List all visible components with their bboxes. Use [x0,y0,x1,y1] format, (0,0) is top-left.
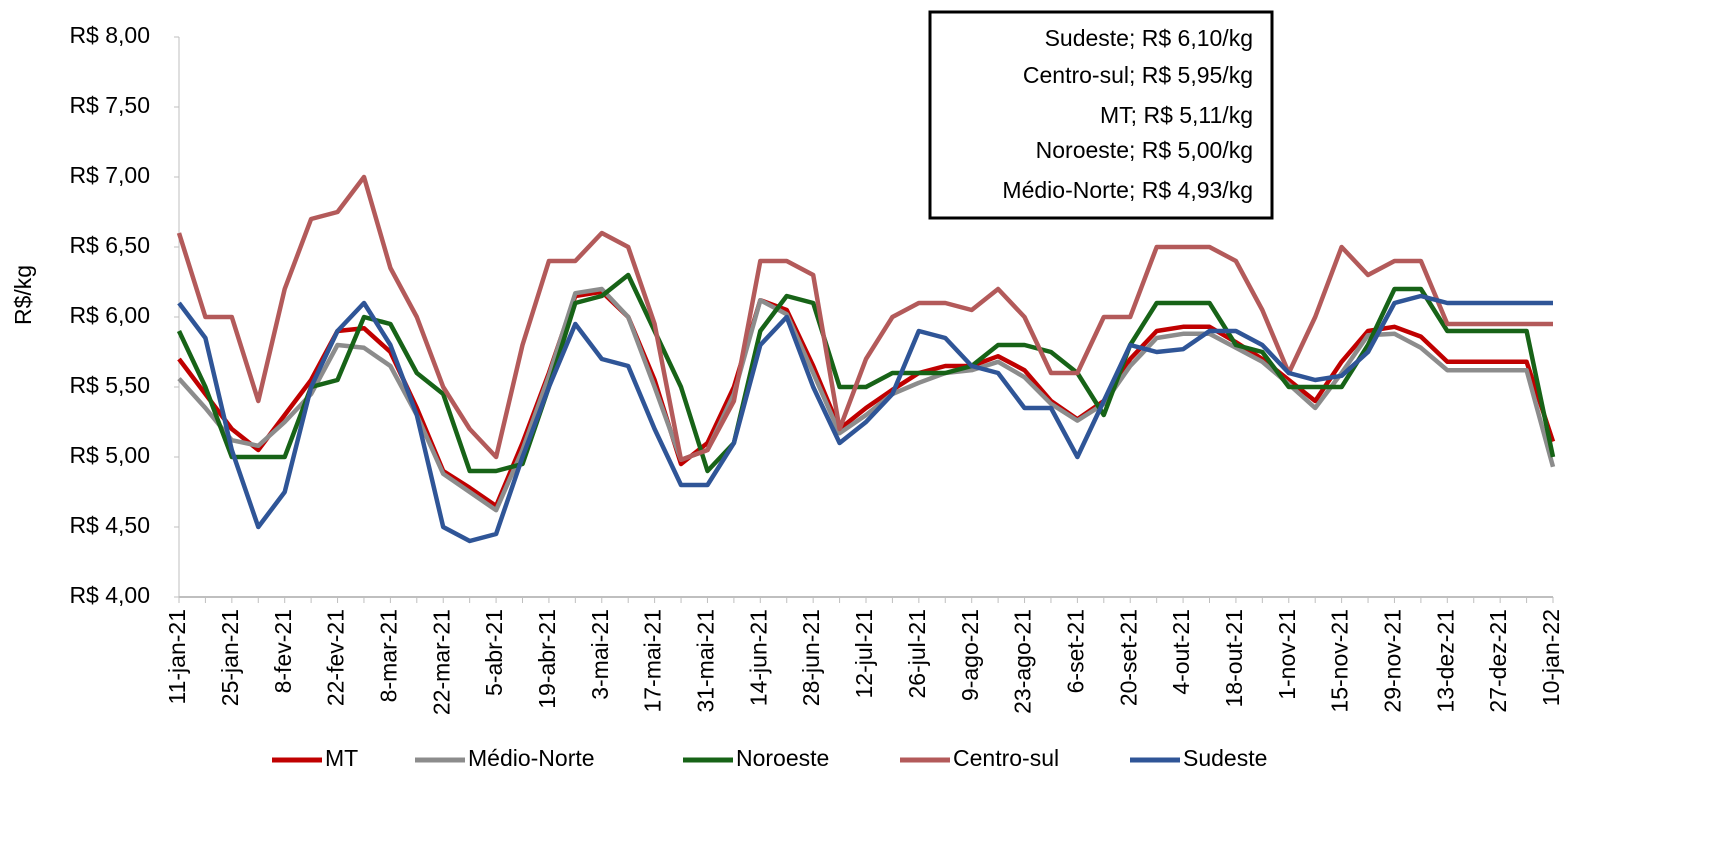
annotation-box [928,10,1274,220]
line-series [177,286,1556,513]
x-tick-label: 19-abr-21 [534,609,560,709]
x-tick-label: 11-jan-21 [164,609,190,704]
x-tick-label: 6-set-21 [1062,609,1088,693]
annotation: Noroeste; R$ 5,00/kg [1036,137,1253,163]
y-tick-label: R$ 6,00 [69,302,150,328]
y-tick-label: R$ 7,50 [69,92,150,118]
y-tick-label: R$ 8,00 [69,22,150,48]
y-tick-label: R$ 4,00 [69,582,150,608]
line-series [176,272,1556,474]
x-tick-label: 27-dez-21 [1485,609,1511,713]
x-tick-label: 13-dez-21 [1432,609,1458,713]
line-series [176,174,1553,463]
annotation: Sudeste; R$ 6,10/kg [1045,25,1253,51]
x-tick-label: 3-mai-21 [587,609,613,700]
y-tick-label: R$ 7,00 [69,162,150,188]
y-axis-title: R$/kg [10,265,36,325]
x-tick-label: 28-jun-21 [798,609,824,706]
x-tick-label: 20-set-21 [1115,609,1141,706]
annotation: MT; R$ 5,11/kg [1100,102,1253,128]
x-tick-label: 5-abr-21 [481,609,507,696]
y-tick-label: R$ 6,50 [69,232,150,258]
x-tick-label: 15-nov-21 [1327,609,1353,713]
legend-label: MT [325,745,358,771]
x-tick-label: 14-jun-21 [745,609,771,706]
x-tick-label: 10-jan-22 [1538,609,1564,706]
legend-label: Centro-sul [953,745,1059,771]
legend-label: Noroeste [736,745,829,771]
x-tick-label: 18-out-21 [1221,609,1247,707]
x-tick-label: 23-ago-21 [1010,609,1036,714]
legend-label: Sudeste [1183,745,1267,771]
x-tick-label: 22-mar-21 [428,609,454,715]
annotation: Médio-Norte; R$ 4,93/kg [1002,177,1253,203]
x-tick-label: 4-out-21 [1168,609,1194,695]
x-tick-label: 25-jan-21 [217,609,243,706]
annotation: Centro-sul; R$ 5,95/kg [1023,62,1253,88]
x-tick-label: 31-mai-21 [693,609,719,713]
legend-label: Médio-Norte [468,745,595,771]
x-tick-label: 22-fev-21 [323,609,349,706]
y-tick-label: R$ 4,50 [69,512,150,538]
y-tick-label: R$ 5,00 [69,442,150,468]
x-tick-label: 1-nov-21 [1274,609,1300,700]
x-tick-label: 9-ago-21 [957,609,983,701]
x-tick-label: 29-nov-21 [1380,609,1406,713]
line-series [177,293,1553,544]
x-tick-label: 12-jul-21 [851,609,877,699]
x-tick-label: 8-mar-21 [375,609,401,702]
y-tick-label: R$ 5,50 [69,372,150,398]
x-tick-label: 26-jul-21 [904,609,930,699]
x-tick-label: 8-fev-21 [270,609,296,693]
x-tick-label: 17-mai-21 [640,609,666,713]
